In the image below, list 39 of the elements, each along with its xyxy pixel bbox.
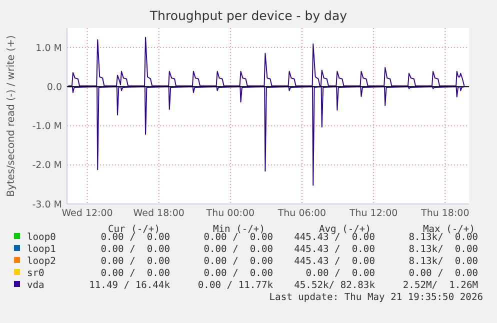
legend-label: vda (27, 280, 44, 291)
text: Avg (-/+) (319, 224, 371, 235)
y-tick-label: 0.0 (46, 82, 62, 93)
text: 0.00 / 0.00 (204, 244, 274, 255)
x-tick-label: Thu 06:00 (276, 208, 326, 219)
x-tick-label: Wed 18:00 (133, 208, 184, 219)
text: 0.00 / 0.00 (204, 256, 274, 267)
text: 0.00 / 0.00 (100, 244, 170, 255)
text: 445.43 / 0.00 (294, 256, 376, 267)
legend-label: loop0 (27, 232, 56, 243)
text: 11.49 / 16.44k (89, 280, 170, 291)
text: 45.52k/ 82.83k (294, 280, 376, 291)
text: Last update: Thu May 21 19:35:50 2026 (269, 292, 484, 303)
text: 0.00 / 0.00 (204, 268, 274, 279)
y-tick-label: 1.0 M (36, 42, 62, 54)
chart-title: Throughput per device - by day (148, 8, 348, 23)
x-tick-label: Thu 12:00 (348, 208, 398, 219)
text: 0.00 / 0.00 (306, 268, 376, 279)
text: 0.00 / 0.00 (204, 232, 274, 243)
text: 8.13k/ 0.00 (408, 232, 478, 243)
y-tick-label: -1.0 M (32, 121, 62, 132)
legend-label: loop1 (27, 244, 56, 255)
y-tick-label: -2.0 M (32, 160, 62, 172)
text: 0.00 / 0.00 (100, 268, 170, 279)
legend-label: sr0 (27, 268, 45, 279)
text: 2.52M/ 1.26M (402, 280, 478, 291)
text: 0.00 / 0.00 (100, 232, 170, 243)
text: 0.00 / 0.00 (408, 268, 478, 279)
y-axis-title: Bytes/second read (-) / write (+) (6, 35, 17, 197)
legend-label: loop2 (27, 256, 56, 267)
text: 8.13k/ 0.00 (408, 256, 478, 267)
text: 0.00 / 0.00 (100, 256, 170, 267)
text: 0.00 / 11.77k (198, 280, 274, 291)
text: 445.43 / 0.00 (294, 244, 376, 255)
y-tick-label: -3.0 M (32, 199, 62, 210)
text: 8.13k/ 0.00 (408, 244, 478, 255)
x-tick-label: Thu 18:00 (420, 208, 470, 219)
x-tick-label: Thu 00:00 (205, 208, 255, 219)
x-tick-label: Wed 12:00 (62, 208, 113, 219)
